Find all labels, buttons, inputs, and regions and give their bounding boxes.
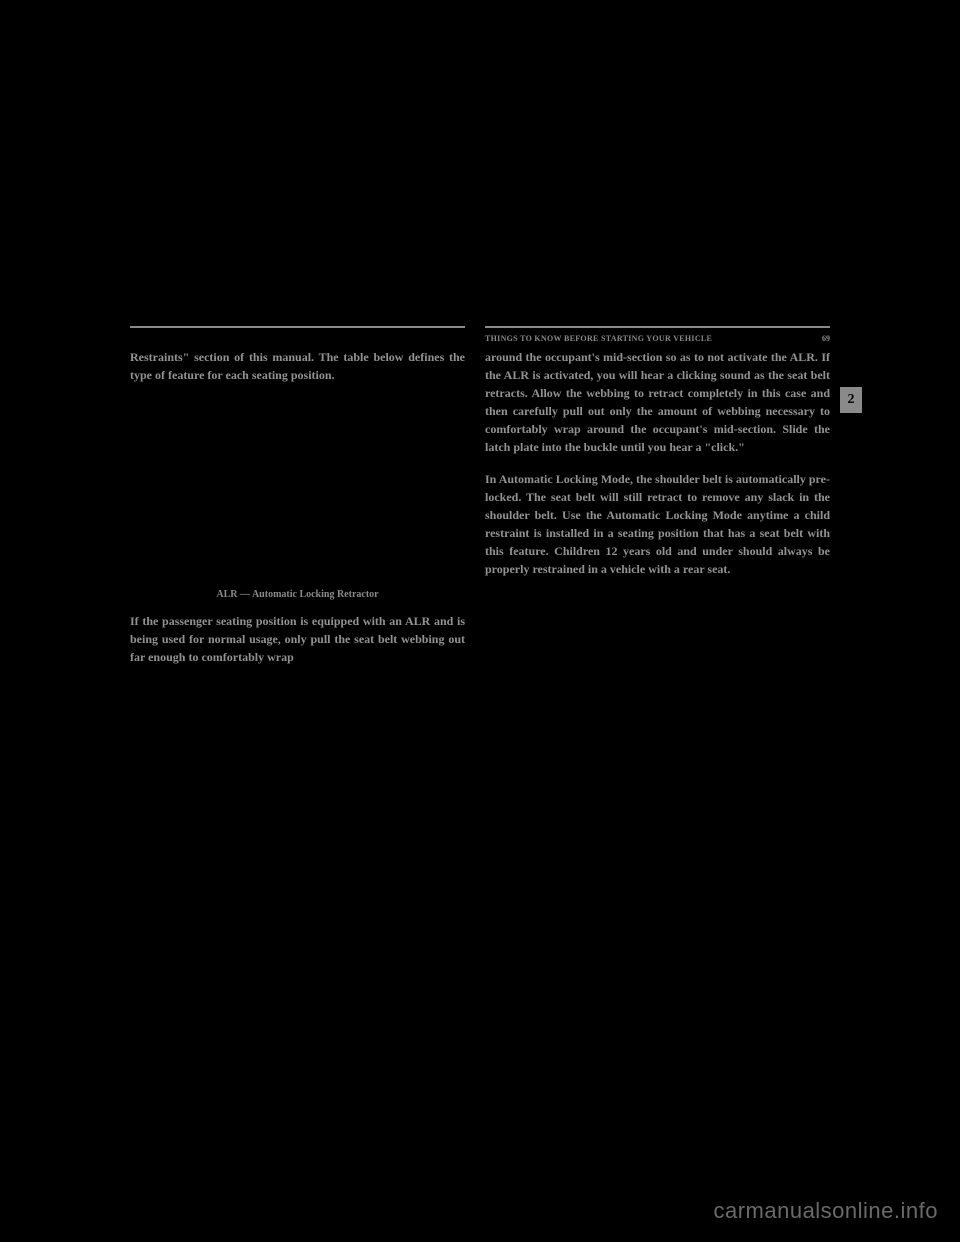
header-rule-left	[130, 326, 465, 328]
page-content: THINGS TO KNOW BEFORE STARTING YOUR VEHI…	[130, 326, 830, 866]
right-column: around the occupant's mid-section so as …	[485, 348, 830, 578]
right-paragraph-1: around the occupant's mid-section so as …	[485, 348, 830, 456]
page-number: 69	[822, 334, 830, 343]
header-rule-right	[485, 326, 830, 328]
figure-caption: ALR — Automatic Locking Retractor	[130, 589, 465, 600]
intro-paragraph: Restraints" section of this manual. The …	[130, 348, 465, 384]
left-paragraph-2: If the passenger seating position is equ…	[130, 612, 465, 666]
section-title: THINGS TO KNOW BEFORE STARTING YOUR VEHI…	[485, 334, 712, 343]
right-paragraph-2: In Automatic Locking Mode, the shoulder …	[485, 470, 830, 578]
chapter-tab: 2	[840, 387, 862, 413]
left-column: Restraints" section of this manual. The …	[130, 348, 465, 666]
watermark: carmanualsonline.info	[713, 1198, 938, 1224]
